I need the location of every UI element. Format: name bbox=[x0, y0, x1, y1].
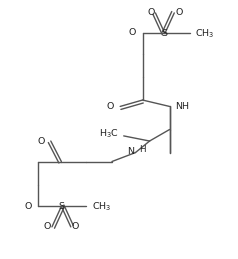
Text: O: O bbox=[147, 9, 154, 17]
Text: N: N bbox=[127, 147, 134, 156]
Text: O: O bbox=[44, 222, 51, 231]
Text: S: S bbox=[162, 29, 168, 38]
Text: H$_3$C: H$_3$C bbox=[99, 127, 119, 140]
Text: CH$_3$: CH$_3$ bbox=[92, 200, 111, 213]
Text: H: H bbox=[139, 146, 146, 155]
Text: O: O bbox=[128, 28, 135, 37]
Text: O: O bbox=[107, 102, 114, 111]
Text: S: S bbox=[58, 202, 64, 211]
Text: NH: NH bbox=[175, 102, 189, 111]
Text: O: O bbox=[25, 202, 32, 211]
Text: O: O bbox=[38, 136, 45, 146]
Text: O: O bbox=[175, 9, 183, 17]
Text: O: O bbox=[72, 222, 79, 231]
Text: CH$_3$: CH$_3$ bbox=[195, 27, 215, 40]
